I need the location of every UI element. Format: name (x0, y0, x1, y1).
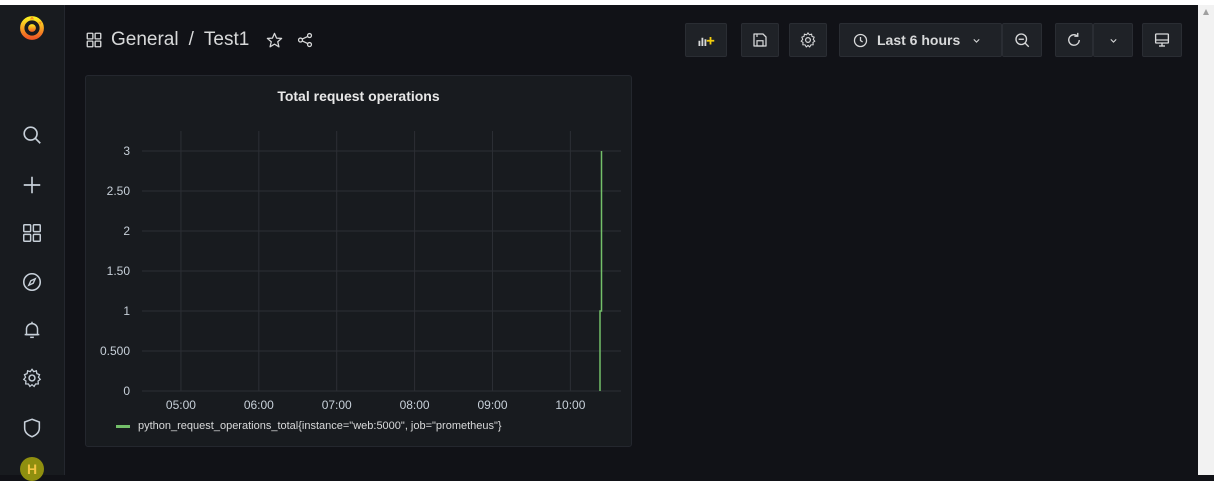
panel-title[interactable]: Total request operations (277, 88, 440, 104)
dashboard-title[interactable]: Test1 (203, 29, 250, 50)
refresh-interval-dropdown[interactable] (1093, 23, 1133, 57)
plus-icon[interactable] (17, 170, 47, 200)
grafana-logo-icon[interactable] (17, 13, 47, 43)
graph-panel[interactable]: Total request operations 0 0.500 1 1.50 2 2.5… (85, 75, 632, 447)
window-top-strip (0, 0, 1214, 5)
x-tick-label: 10:00 (555, 398, 585, 412)
star-icon[interactable] (265, 31, 284, 50)
add-panel-icon (698, 37, 715, 46)
y-tick-label: 2 (123, 224, 130, 238)
save-dashboard-button[interactable] (741, 23, 779, 57)
save-icon (753, 33, 767, 47)
legend-label: python_request_operations_total{instance… (138, 420, 502, 432)
monitor-icon (1154, 33, 1170, 47)
x-tick-label: 06:00 (244, 398, 274, 412)
x-tick-label: 05:00 (166, 398, 196, 412)
avatar-letter: H (26, 461, 38, 477)
scroll-up-arrow-icon[interactable] (1202, 7, 1210, 17)
x-tick-label: 09:00 (477, 398, 507, 412)
refresh-icon (1068, 32, 1080, 46)
dashboard-header: General / Test1 (65, 5, 1198, 75)
legend-swatch (116, 425, 130, 428)
compass-icon[interactable] (17, 267, 47, 297)
search-icon[interactable] (17, 120, 47, 150)
y-tick-label: 0.500 (100, 344, 130, 358)
zoom-out-icon (1015, 33, 1030, 48)
y-tick-label: 1.50 (107, 264, 131, 278)
tv-mode-button[interactable] (1142, 23, 1182, 57)
breadcrumb-folder[interactable]: General (111, 29, 179, 50)
gear-icon[interactable] (17, 363, 47, 393)
gear-icon (800, 31, 816, 48)
add-panel-button[interactable] (685, 23, 727, 57)
main-area: General / Test1 (65, 5, 1198, 475)
refresh-button[interactable] (1055, 23, 1093, 57)
chart: 0 0.500 1 1.50 2 2.50 3 05:00 06:00 07:00 08:00 09:… (100, 131, 621, 432)
zoom-out-button[interactable] (1002, 23, 1042, 57)
y-tick-label: 2.50 (107, 184, 131, 198)
dashboards-icon[interactable] (17, 218, 47, 248)
sidebar: H (0, 5, 65, 481)
chevron-down-icon (973, 38, 980, 43)
share-icon[interactable] (296, 31, 314, 49)
bell-icon[interactable] (17, 315, 47, 345)
dashboards-grid-icon (85, 31, 103, 49)
clock-icon (853, 33, 868, 47)
y-tick-label: 0 (123, 384, 130, 398)
y-tick-label: 3 (123, 144, 130, 158)
avatar[interactable]: H (20, 457, 44, 481)
window-scrollbar[interactable] (1198, 5, 1214, 475)
breadcrumb-separator: / (188, 29, 194, 50)
dashboard-settings-button[interactable] (789, 23, 827, 57)
shield-icon[interactable] (17, 413, 47, 443)
x-tick-label: 08:00 (400, 398, 430, 412)
time-range-picker[interactable]: Last 6 hours (839, 23, 1002, 57)
series-line (599, 151, 603, 391)
breadcrumb: General / Test1 (85, 29, 314, 51)
y-tick-label: 1 (123, 304, 130, 318)
x-tick-label: 07:00 (322, 398, 352, 412)
chevron-down-icon (1109, 38, 1117, 43)
time-range-label: Last 6 hours (877, 32, 961, 48)
